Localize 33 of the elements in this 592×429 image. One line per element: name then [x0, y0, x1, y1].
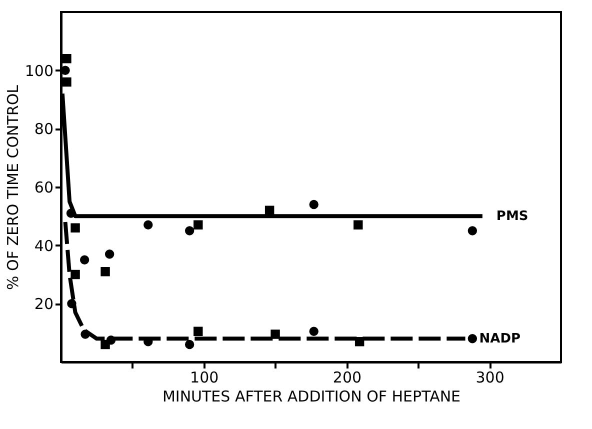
point: [62, 77, 72, 87]
point: [309, 326, 318, 336]
series-label: NADP: [479, 332, 521, 347]
y-tick-label: 80: [34, 120, 54, 138]
point: [354, 220, 363, 230]
point: [270, 330, 280, 339]
point: [468, 226, 478, 236]
y-axis-title: % OF ZERO TIME CONTROL: [4, 84, 22, 290]
point: [194, 326, 203, 336]
point: [70, 270, 80, 280]
y-tick-label: 100: [24, 62, 54, 80]
point: [184, 226, 194, 236]
point: [104, 249, 114, 259]
series-label: PMS: [496, 209, 528, 224]
point: [62, 54, 72, 64]
point: [70, 223, 80, 232]
point: [194, 220, 203, 230]
point: [309, 200, 318, 210]
y-tick-label: 60: [34, 178, 54, 196]
point: [100, 266, 110, 276]
x-tick-label: 100: [190, 368, 219, 386]
x-tick-label: 300: [476, 368, 504, 386]
x-tick-label: 200: [332, 368, 362, 386]
x-axis-title: MINUTES AFTER ADDITION OF HEPTANE: [162, 388, 461, 406]
point: [100, 340, 110, 350]
y-tick-label: 20: [34, 295, 54, 314]
point: [184, 340, 194, 350]
point: [144, 220, 153, 230]
point: [468, 334, 478, 344]
point: [80, 255, 90, 265]
y-tick-label: 40: [34, 236, 54, 255]
point: [67, 299, 76, 308]
point: [264, 206, 274, 215]
